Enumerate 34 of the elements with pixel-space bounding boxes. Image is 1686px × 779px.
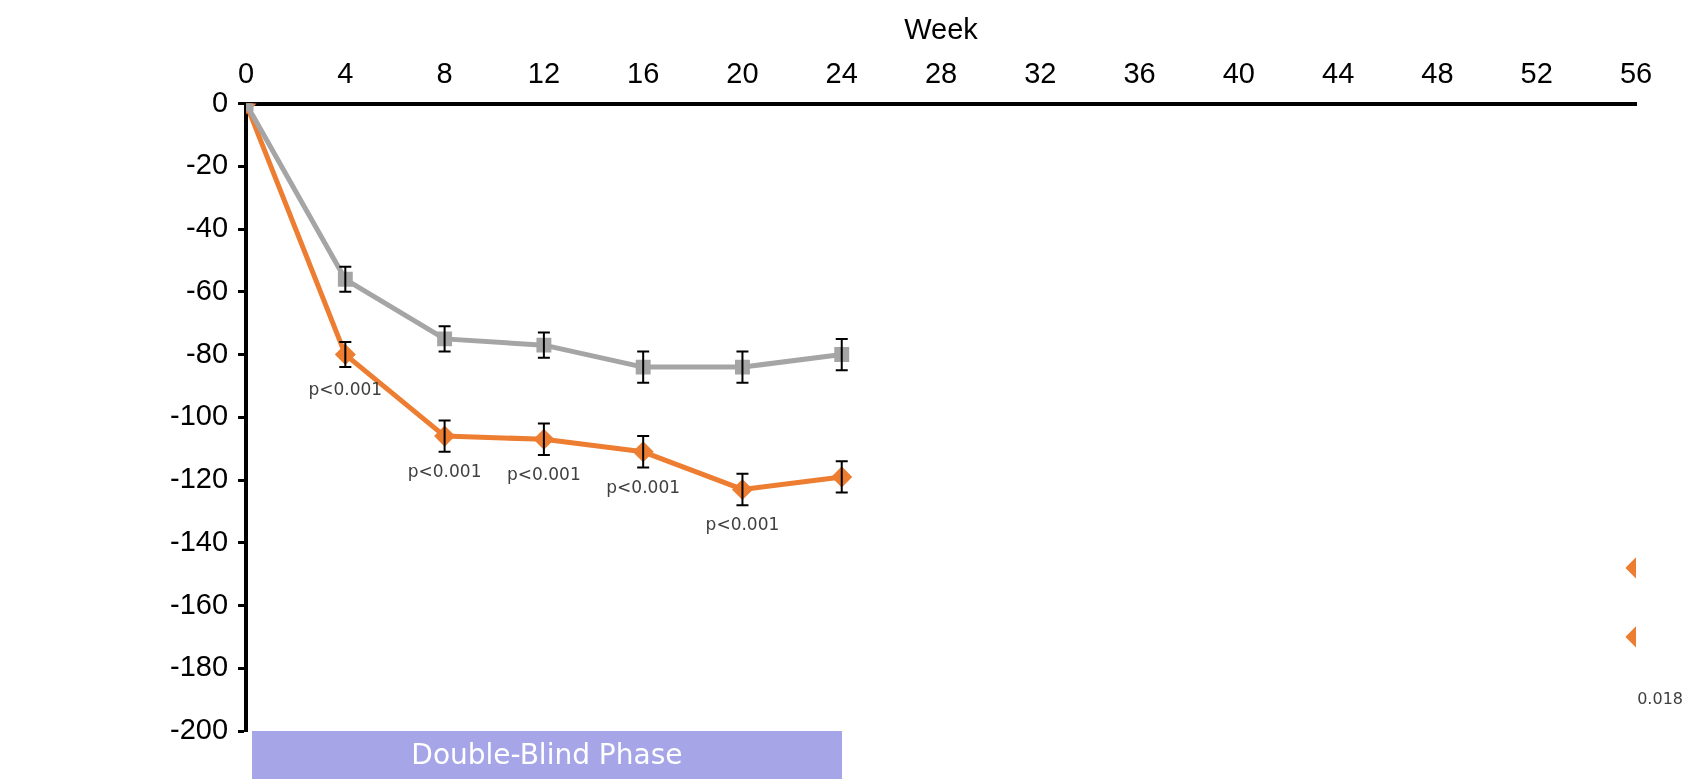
x-tick-label: 24 (825, 57, 858, 90)
annotation: p<0.001 (308, 379, 383, 400)
x-tick-label: 48 (1421, 57, 1454, 90)
annotation: p<0.001 (606, 476, 681, 497)
y-tick-label: -180 (170, 650, 229, 683)
x-tick-label: 52 (1520, 57, 1553, 90)
x-axis-title: Week (904, 13, 979, 46)
y-tick-label: -200 (170, 713, 229, 745)
x-tick-label: 40 (1222, 57, 1255, 90)
y-tick-label: -100 (170, 399, 229, 432)
x-tick-label: 28 (924, 57, 958, 90)
annotation: p<0.001 (705, 514, 780, 535)
y-tick-label: -120 (170, 462, 229, 495)
x-tick-label: 36 (1123, 57, 1156, 90)
y-tick-label: -20 (186, 148, 229, 181)
y-tick-label: -160 (170, 587, 229, 620)
x-tick-label: 8 (436, 57, 453, 90)
text: 0.018 (1637, 688, 1683, 708)
x-tick-label: 4 (337, 57, 354, 90)
y-tick-label: -80 (186, 336, 229, 369)
y-tick-label: -40 (186, 211, 229, 244)
x-tick-label: 20 (726, 57, 759, 90)
x-tick-label: 56 (1619, 57, 1653, 90)
x-tick-label: 12 (527, 57, 561, 90)
x-tick-label: 16 (627, 57, 660, 90)
annotation: p<0.001 (507, 464, 581, 485)
y-tick-label: 0 (211, 85, 229, 118)
x-tick-label: 32 (1024, 57, 1057, 90)
x-tick-label: 44 (1322, 57, 1355, 90)
y-tick-label: -60 (186, 273, 229, 306)
y-tick-label: -140 (170, 524, 229, 557)
text: Double-Blind Phase (411, 738, 683, 772)
x-tick-label: 0 (237, 57, 255, 90)
annotation: p<0.001 (407, 461, 482, 482)
